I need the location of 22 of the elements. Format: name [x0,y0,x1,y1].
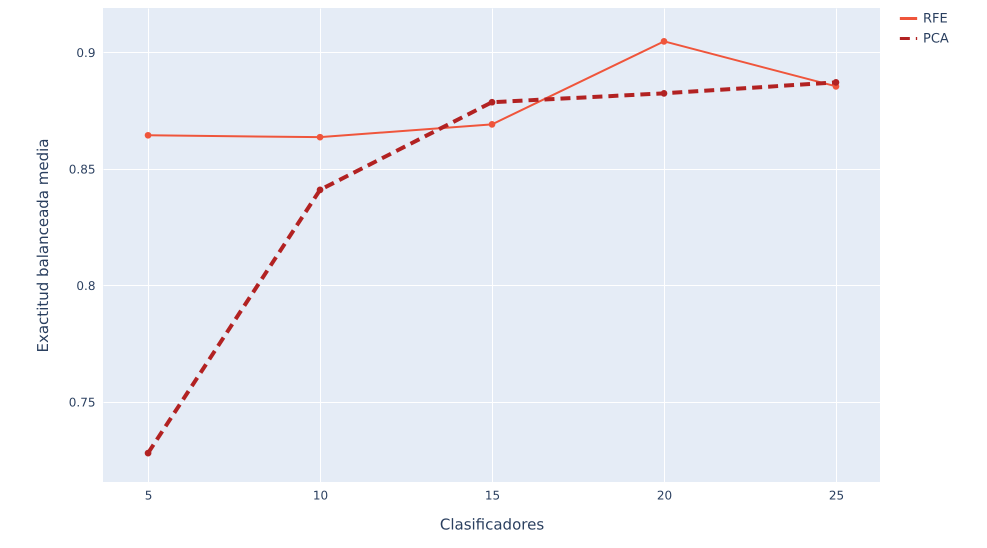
y-tick-label: 0.9 [76,46,96,60]
x-tick-label: 10 [312,488,328,502]
legend-label: PCA [923,32,949,46]
x-tick-label: 20 [656,488,672,502]
point [660,90,668,97]
y-tick-label: 0.85 [68,162,96,176]
point [660,38,668,45]
point [316,134,324,141]
y-axis-title: Exactitud balanceada media [34,138,52,352]
y-tick-label: 0.8 [76,278,96,293]
point [488,98,496,106]
point [832,79,840,86]
point [316,186,324,194]
point [144,450,152,456]
legend-label: RFE [923,12,948,26]
x-tick-label: 5 [144,488,152,502]
x-axis-title: Clasificadores [440,516,544,534]
x-tick-label: 15 [484,488,500,502]
x-tick-label: 25 [828,488,844,502]
point [488,120,496,128]
y-tick-label: 0.75 [68,396,96,410]
point [144,132,152,139]
